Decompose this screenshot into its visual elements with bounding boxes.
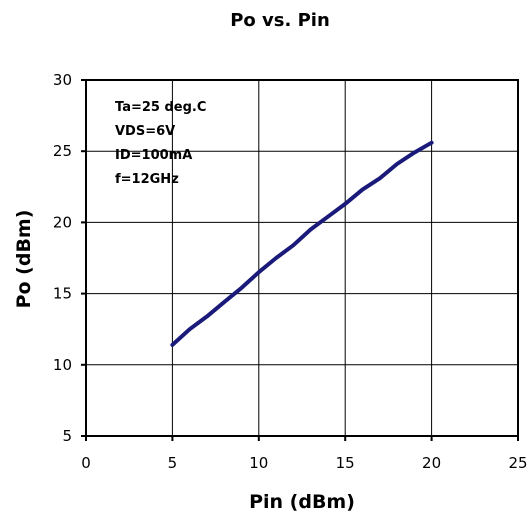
series-line-0: [170, 140, 434, 347]
x-tick-label-2: 10: [249, 454, 268, 472]
x-axis-label: Pin (dBm): [249, 491, 355, 513]
y-tick-label-3: 20: [53, 213, 72, 231]
annotation-line-1: VDS=6V: [115, 124, 175, 139]
plot-frame: [85, 79, 519, 437]
x-axis-ticks: 0 5 10 15 20 25: [81, 436, 528, 472]
annotation-line-2: ID=100mA: [115, 148, 192, 163]
y-tick-label-0: 5: [62, 427, 72, 445]
annotation-block: Ta=25 deg.C VDS=6V ID=100mA f=12GHz: [115, 100, 206, 187]
y-tick-label-2: 15: [53, 285, 72, 303]
series-group: [170, 140, 434, 347]
chart-title: Po vs. Pin: [230, 10, 330, 31]
y-tick-label-1: 10: [53, 356, 72, 374]
x-tick-label-3: 15: [336, 454, 355, 472]
annotation-line-0: Ta=25 deg.C: [115, 100, 206, 115]
x-tick-label-1: 5: [168, 454, 178, 472]
x-tick-label-4: 20: [422, 454, 441, 472]
y-tick-label-5: 30: [53, 71, 72, 89]
x-tick-label-0: 0: [81, 454, 91, 472]
y-axis-label: Po (dBm): [13, 210, 35, 309]
y-tick-label-4: 25: [53, 142, 72, 160]
x-tick-label-5: 25: [508, 454, 527, 472]
y-axis-ticks: 5 10 15 20 25 30: [53, 71, 86, 445]
annotation-line-3: f=12GHz: [115, 172, 179, 187]
